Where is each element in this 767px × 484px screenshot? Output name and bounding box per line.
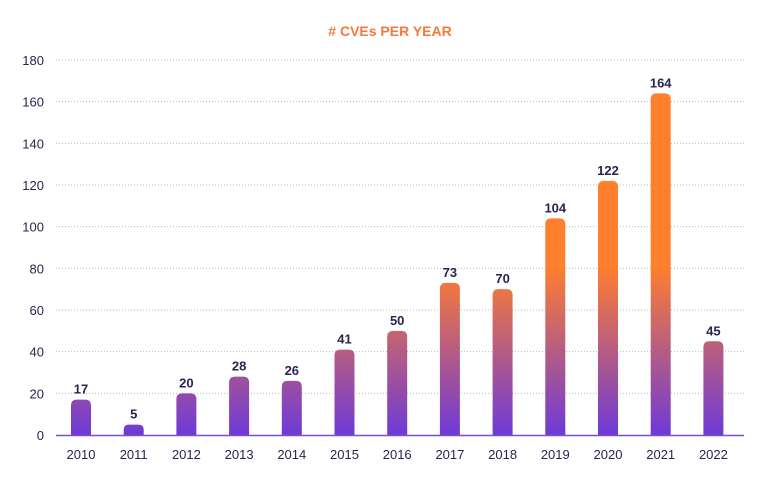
x-tick-label: 2018 (488, 447, 517, 462)
y-tick-label: 80 (30, 261, 44, 276)
data-label-2015: 41 (337, 332, 351, 347)
bar-2011 (123, 424, 144, 435)
y-tick-label: 100 (22, 220, 44, 235)
y-tick-label: 60 (30, 303, 44, 318)
y-tick-label: 20 (30, 386, 44, 401)
x-tick-label: 2016 (383, 447, 412, 462)
bar-2012 (176, 393, 197, 435)
x-tick-label: 2015 (330, 447, 359, 462)
data-label-2012: 20 (179, 375, 193, 390)
data-label-2022: 45 (706, 323, 720, 338)
bar-2016 (387, 330, 408, 435)
y-tick-label: 180 (22, 53, 44, 68)
data-label-2016: 50 (390, 313, 404, 328)
data-label-2010: 17 (74, 382, 88, 397)
x-tick-label: 2012 (172, 447, 201, 462)
x-tick-label: 2017 (435, 447, 464, 462)
bar-2017 (439, 282, 460, 435)
bar-2014 (281, 380, 302, 435)
y-tick-label: 120 (22, 178, 44, 193)
x-tick-label: 2011 (120, 447, 148, 462)
x-tick-label: 2019 (541, 447, 570, 462)
data-label-2013: 28 (232, 359, 246, 374)
bar-2010 (71, 399, 91, 435)
bar-2015 (334, 349, 355, 435)
data-label-2014: 26 (285, 363, 299, 378)
bar-2019 (545, 218, 566, 435)
x-tick-label: 2013 (225, 447, 254, 462)
data-label-2020: 122 (597, 163, 619, 178)
bars (71, 93, 724, 435)
bar-2018 (492, 289, 513, 435)
x-axis-ticks: 2010 2011 2012 2013 2014 2015 2016 2017 2018 2019… (67, 447, 728, 462)
y-tick-label: 40 (30, 345, 44, 360)
data-labels: 17 5 20 28 26 41 50 73 70 104 122 164 45 (74, 75, 721, 421)
chart-title: # CVEs PER YEAR (328, 23, 451, 39)
data-label-2011: 5 (130, 407, 137, 422)
data-label-2019: 104 (544, 200, 566, 215)
x-tick-label: 2021 (646, 447, 675, 462)
x-tick-label: 2022 (699, 447, 728, 462)
x-tick-label: 2010 (67, 447, 96, 462)
y-tick-label: 160 (22, 95, 44, 110)
bar-2013 (229, 376, 250, 435)
x-tick-label: 2014 (277, 447, 306, 462)
bar-2021 (650, 93, 671, 435)
data-label-2021: 164 (650, 75, 672, 90)
gridlines (56, 59, 744, 394)
bar-2022 (703, 341, 724, 435)
bar-2020 (598, 180, 618, 435)
y-tick-label: 0 (37, 428, 44, 443)
y-axis-ticks: 0 20 40 60 80 100 120 140 160 180 (22, 53, 44, 443)
x-tick-label: 2020 (594, 447, 623, 462)
y-tick-label: 140 (22, 136, 44, 151)
data-label-2018: 70 (495, 271, 509, 286)
data-label-2017: 73 (443, 265, 457, 280)
